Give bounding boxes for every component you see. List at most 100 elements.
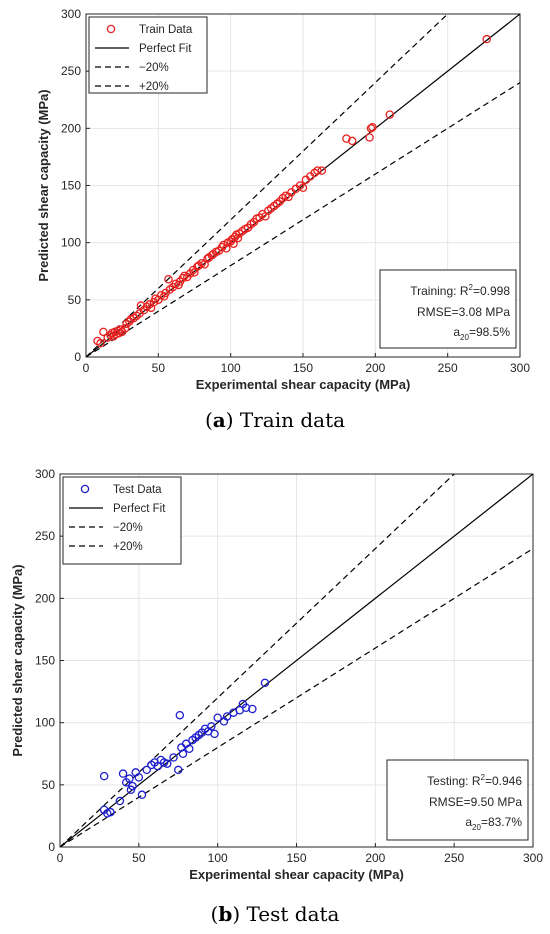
data-point bbox=[222, 244, 231, 253]
data-point bbox=[222, 712, 232, 721]
data-point bbox=[347, 136, 357, 146]
legend-label: Perfect Fit bbox=[113, 503, 166, 515]
y-tick-label: 300 bbox=[61, 7, 81, 21]
data-point bbox=[365, 133, 374, 142]
chart-train: 0 50 100 150 200 250 300 0 50 100 150 200 250 300 Expe… bbox=[36, 7, 530, 392]
data-point bbox=[368, 122, 377, 132]
data-point bbox=[298, 183, 308, 193]
x-axis-label: Experimental shear capacity (MPa) bbox=[189, 867, 404, 882]
data-point bbox=[128, 781, 137, 791]
data-point bbox=[241, 703, 251, 712]
y-tick-label: 100 bbox=[61, 236, 81, 250]
y-tick-label: 50 bbox=[42, 778, 56, 792]
data-point bbox=[142, 765, 151, 775]
x-tick-label: 250 bbox=[438, 361, 458, 375]
caption-a: (a) Train data bbox=[204, 408, 346, 432]
x-tick-label: 200 bbox=[365, 361, 385, 375]
chart-test: 0 50 100 150 200 250 300 0 50 100 150 200 250 300 Expe… bbox=[10, 467, 543, 882]
data-point bbox=[99, 327, 108, 337]
x-tick-label: 250 bbox=[444, 851, 464, 865]
legend-label: Train Data bbox=[139, 24, 193, 36]
metrics-box: Training: R2=0.998 RMSE=3.08 MPa a20=98.5% bbox=[379, 269, 517, 349]
y-tick-label: 150 bbox=[35, 654, 55, 668]
y-tick-label: 100 bbox=[35, 716, 55, 730]
data-point bbox=[482, 34, 491, 44]
metrics-box: Testing: R2=0.946 RMSE=9.50 MPa a20=83.7% bbox=[386, 759, 529, 841]
x-tick-label: 300 bbox=[510, 361, 530, 375]
x-tick-label: 200 bbox=[365, 851, 385, 865]
metrics-box-frame bbox=[379, 269, 517, 349]
data-point bbox=[317, 166, 327, 175]
x-tick-label: 100 bbox=[221, 361, 241, 375]
data-point bbox=[210, 729, 219, 739]
y-tick-label: 150 bbox=[61, 179, 81, 193]
legend-label: −20% bbox=[139, 62, 169, 74]
data-point bbox=[125, 774, 134, 783]
data-point bbox=[248, 704, 257, 714]
x-tick-label: 50 bbox=[132, 851, 146, 865]
data-point bbox=[99, 771, 109, 781]
data-point bbox=[120, 324, 130, 333]
data-point bbox=[207, 722, 216, 731]
data-point bbox=[169, 753, 178, 762]
metrics-box-frame bbox=[386, 759, 529, 841]
minus-20-line bbox=[86, 82, 520, 357]
caption-a-letter: a bbox=[212, 408, 226, 432]
a20-text: a20=98.5% bbox=[453, 325, 510, 342]
x-tick-label: 150 bbox=[293, 361, 313, 375]
data-point bbox=[233, 233, 243, 243]
y-tick-label: 50 bbox=[68, 293, 82, 307]
caption-a-text: Train data bbox=[233, 408, 346, 432]
x-tick-label: 100 bbox=[208, 851, 228, 865]
legend-marker-icon bbox=[106, 24, 116, 34]
data-point bbox=[134, 773, 144, 782]
data-point bbox=[106, 807, 115, 817]
data-point bbox=[260, 678, 270, 688]
data-point bbox=[96, 339, 105, 348]
data-point bbox=[115, 796, 125, 806]
x-tick-label: 50 bbox=[152, 361, 166, 375]
data-point bbox=[213, 713, 222, 722]
data-point bbox=[137, 790, 147, 800]
data-point bbox=[118, 769, 128, 778]
a20-text: a20=83.7% bbox=[465, 815, 522, 832]
y-axis-label: Predicted shear capacity (MPa) bbox=[10, 564, 25, 756]
data-point bbox=[366, 124, 376, 133]
legend: Train Data Perfect Fit −20% +20% bbox=[88, 16, 208, 94]
data-points bbox=[93, 34, 491, 348]
y-tick-label: 0 bbox=[74, 350, 81, 364]
r2-text: Training: R2=0.998 bbox=[410, 283, 510, 298]
legend-box bbox=[88, 16, 208, 94]
data-point bbox=[175, 710, 185, 720]
legend-label: +20% bbox=[139, 81, 169, 93]
y-axis-label: Predicted shear capacity (MPa) bbox=[36, 89, 51, 281]
data-point bbox=[173, 765, 183, 775]
x-tick-label: 0 bbox=[57, 851, 64, 865]
legend: Test Data Perfect Fit −20% +20% bbox=[62, 476, 182, 565]
r2-text: Testing: R2=0.946 bbox=[427, 773, 522, 788]
y-tick-label: 200 bbox=[35, 591, 55, 605]
caption-b-letter: b bbox=[218, 902, 233, 926]
legend-label: −20% bbox=[113, 522, 143, 534]
rmse-text: RMSE=9.50 MPa bbox=[429, 795, 522, 809]
caption-b-text: Test data bbox=[240, 902, 340, 926]
x-axis-label: Experimental shear capacity (MPa) bbox=[196, 377, 411, 392]
legend-label: Perfect Fit bbox=[139, 43, 192, 55]
x-tick-label: 300 bbox=[523, 851, 543, 865]
y-tick-label: 250 bbox=[35, 529, 55, 543]
data-point bbox=[178, 749, 188, 759]
legend-label: +20% bbox=[113, 541, 143, 553]
data-points bbox=[99, 678, 270, 818]
data-point bbox=[164, 275, 173, 284]
x-tick-label: 150 bbox=[286, 851, 306, 865]
y-tick-label: 200 bbox=[61, 121, 81, 135]
plus-20-line bbox=[60, 474, 456, 847]
x-tick-label: 0 bbox=[83, 361, 90, 375]
y-tick-label: 250 bbox=[61, 64, 81, 78]
rmse-text: RMSE=3.08 MPa bbox=[417, 305, 510, 319]
data-point bbox=[313, 166, 322, 175]
y-tick-label: 0 bbox=[48, 840, 55, 854]
perfect-fit-line bbox=[60, 474, 533, 847]
legend-marker-icon bbox=[80, 484, 90, 494]
